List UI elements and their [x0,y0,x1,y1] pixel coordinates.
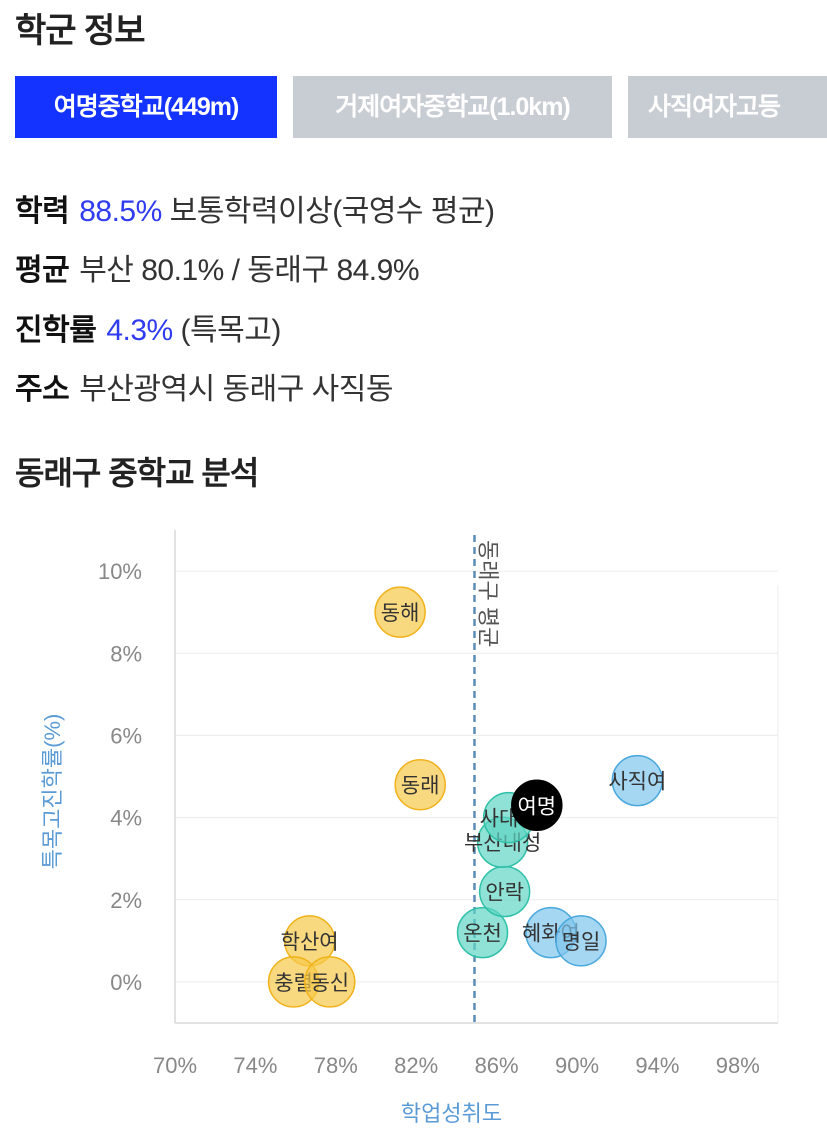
y-tick-label: 6% [110,723,142,748]
reference-line-label: 동래구 평균 [475,540,500,647]
achievement-desc: 보통학력이상(국영수 평균) [169,195,495,228]
info-address: 주소 부산광역시 동래구 사직동 [15,364,393,408]
scatter-chart: 0% 2% 4% 6% 8% 10% 70% 74% 78% 82% 86% 90% 94% 98% 학업성… [40,530,779,1126]
tab-sajik-girls-high[interactable]: 사직여자고등 [628,76,827,138]
tab-geoje-girls-middle[interactable]: 거제여자중학교(1.0km) [293,76,612,138]
address-label: 주소 [15,373,70,406]
x-tick-label: 86% [475,1053,519,1078]
y-tick-label: 2% [110,888,142,913]
info-advancement: 진학률 4.3% (특목고) [15,305,281,349]
y-tick-label: 4% [110,806,142,831]
bubble-label: 안락 [485,882,524,905]
x-tick-label: 82% [394,1053,438,1078]
info-average: 평균 부산 80.1% / 동래구 84.9% [15,245,420,289]
bubble-label: 충렬 [274,972,313,995]
x-tick-label: 70% [153,1053,197,1078]
y-tick-label: 0% [110,970,142,995]
info-achievement: 학력 88.5% 보통학력이상(국영수 평균) [15,186,495,230]
x-tick-label: 94% [635,1053,679,1078]
bubble-동신[interactable] [304,956,356,1008]
y-tick-label: 10% [98,559,142,584]
section-title: 학군 정보 [15,12,146,50]
bubble-label: 명일 [562,931,601,954]
average-text: 부산 80.1% / 동래구 84.9% [79,254,420,287]
school-tabs: 여명중학교(449m) 거제여자중학교(1.0km) 사직여자고등 [15,76,827,138]
advancement-desc: (특목고) [180,314,282,347]
tab-yeomyeong-middle[interactable]: 여명중학교(449m) [15,76,277,138]
x-tick-label: 90% [555,1053,599,1078]
y-tick-label: 8% [110,641,142,666]
x-tick-label: 98% [716,1053,760,1078]
bubble-동해[interactable] [374,586,426,638]
advancement-value: 4.3% [106,314,173,347]
address-text: 부산광역시 동래구 사직동 [79,373,393,406]
y-axis-title: 특목고진학률(%) [40,714,65,870]
bubble-label: 동신 [310,972,349,995]
analysis-title: 동래구 중학교 분석 [15,455,259,491]
bubble-label: 여명 [517,795,556,818]
achievement-label: 학력 [15,195,70,228]
x-tick-label: 74% [233,1053,277,1078]
bubble-label: 사직여 [608,771,666,794]
bubble-여명[interactable] [511,779,563,832]
bubble-명일[interactable] [555,915,607,967]
bubble-label: 온천 [463,923,502,946]
advancement-label: 진학률 [15,314,97,347]
x-tick-label: 78% [314,1053,358,1078]
bubble-label: 동래 [401,775,440,798]
bubble-label: 동해 [381,602,420,625]
achievement-value: 88.5% [79,195,162,228]
bubble-동래[interactable] [394,758,446,811]
x-axis-title: 학업성취도 [401,1101,502,1126]
bubble-label: 학산여 [281,931,339,954]
average-label: 평균 [15,254,70,287]
bubble-사직여[interactable] [611,754,664,807]
bubble-온천[interactable] [456,906,509,959]
